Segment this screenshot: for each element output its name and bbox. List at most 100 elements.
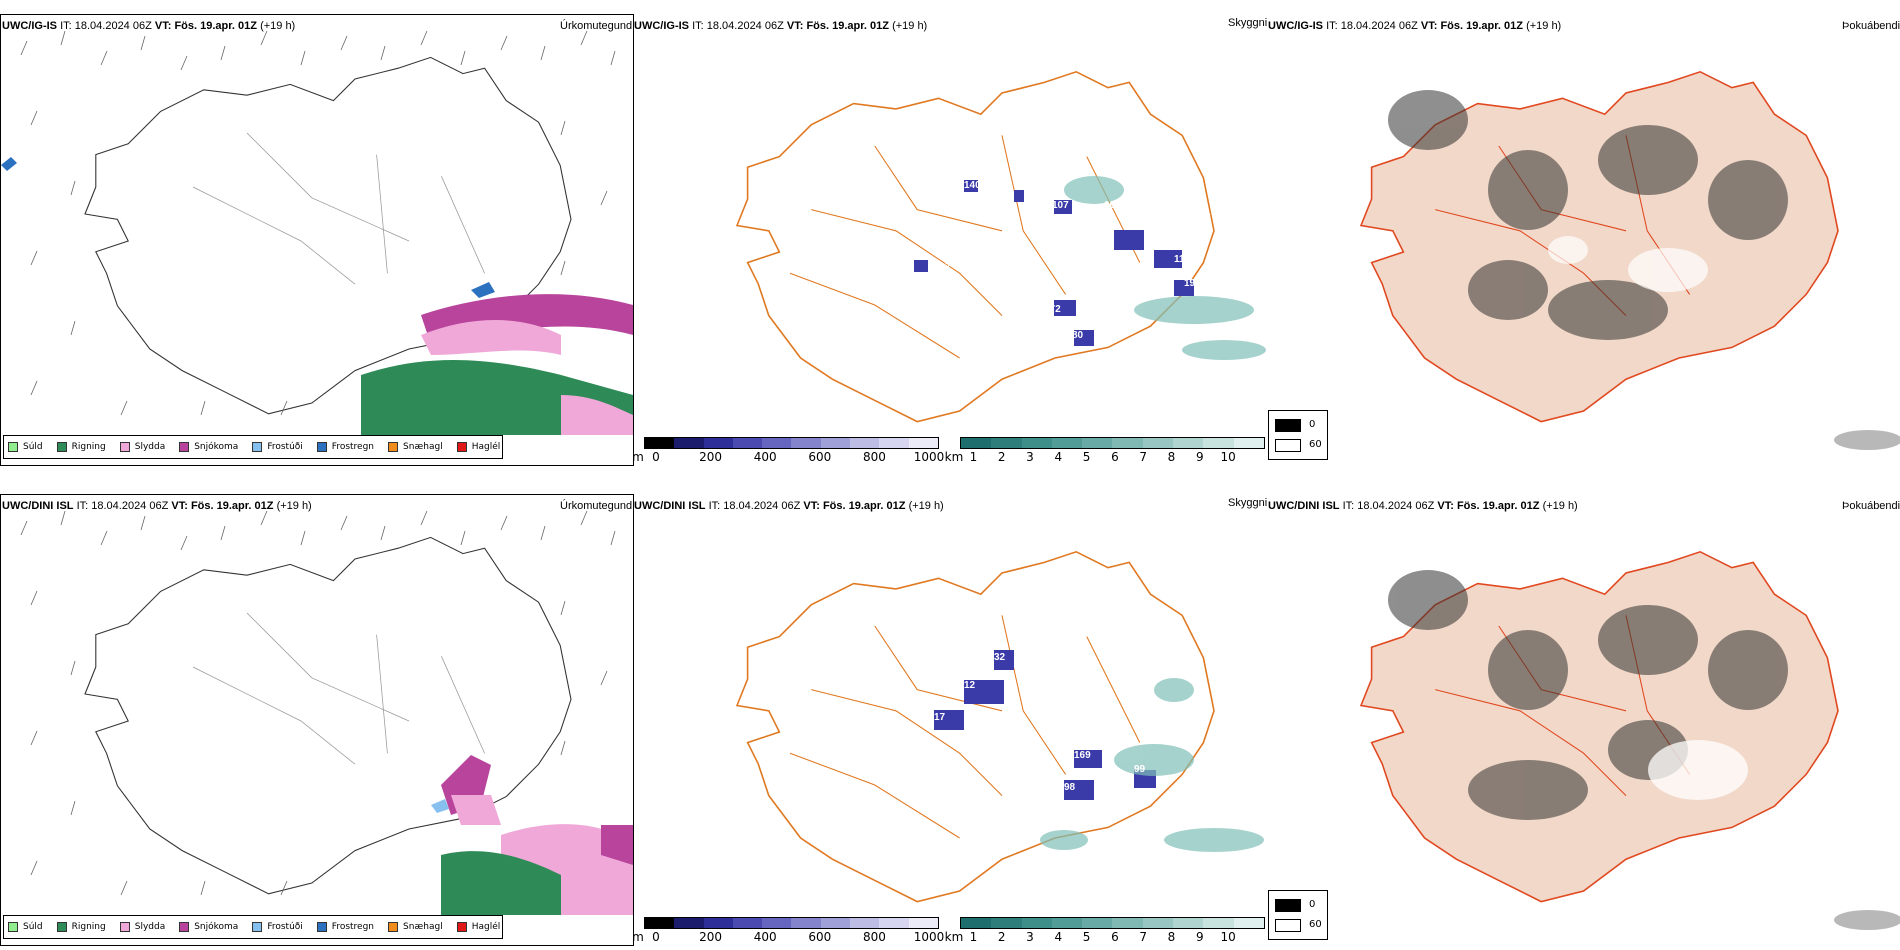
precip-type-map-row2 — [20, 510, 633, 915]
model-name: UWC/DINI ISL — [2, 500, 74, 512]
fog-map-row1 — [1360, 71, 1900, 450]
precip-legend-swatch — [8, 922, 18, 932]
it-value: 18.04.2024 06Z — [723, 500, 801, 512]
colorbar-segment — [961, 918, 992, 928]
colorbar-segment — [1173, 438, 1204, 448]
precip-legend-label: Súld — [23, 442, 43, 452]
precip-legend-label: Frostregn — [331, 922, 375, 932]
visibility-value-label: 172 — [1104, 786, 1121, 797]
vt-label: VT: — [1420, 20, 1438, 32]
visibility-value-label: 208 — [1194, 212, 1211, 223]
vt-value: Fös. 19.apr. 01Z — [174, 20, 257, 32]
colorbar-tick-label: 10 — [1220, 930, 1236, 944]
vt-value: Fös. 19.apr. 01Z — [822, 500, 906, 512]
model-name: UWC/IG-IS — [1268, 20, 1323, 32]
fog-legend-row2: 0 60 — [1268, 890, 1328, 940]
visibility-value-label: 80 — [1072, 330, 1084, 341]
header-row1-p1: UWC/IG-IS IT: 18.04.2024 06Z VT: Fös. 19… — [2, 20, 295, 32]
colorbar-tick-label: 800 — [862, 930, 886, 944]
panel-title-fog-row2: Þokuábendi — [1842, 500, 1900, 512]
colorbar-segment — [732, 438, 763, 448]
precip-legend-label: Frostúði — [267, 922, 303, 932]
header-row2-p3: UWC/DINI ISL IT: 18.04.2024 06Z VT: Fös.… — [1268, 500, 1578, 512]
colorbar-tick-label: 6 — [1111, 450, 1119, 464]
visibility-value-label: 140 — [964, 180, 981, 191]
model-name: UWC/DINI ISL — [634, 500, 706, 512]
vt-value: Fös. 19.apr. 01Z — [1440, 20, 1523, 32]
header-row2-p1: UWC/DINI ISL IT: 18.04.2024 06Z VT: Fös.… — [2, 500, 312, 512]
it-value: 18.04.2024 06Z — [91, 500, 169, 512]
colorbar-segment — [879, 918, 909, 928]
fog-legend-label: 0 — [1309, 899, 1316, 910]
visibility-value-label: 127 — [934, 262, 951, 273]
precip-legend-swatch — [179, 442, 190, 452]
colorbar-segment — [991, 438, 1022, 448]
vt-label: VT: — [154, 20, 172, 32]
colorbar-segment — [791, 438, 821, 448]
precip-legend-swatch — [456, 922, 467, 932]
colorbar-segment — [1142, 918, 1174, 928]
visibility-km-colorbar-row1 — [960, 437, 1265, 449]
precip-legend-item: Rigning — [56, 922, 106, 932]
colorbar-segment — [1082, 918, 1113, 928]
precip-legend-swatch — [119, 442, 130, 452]
colorbar-segment — [879, 438, 909, 448]
lead-time: (+19 h) — [908, 500, 944, 512]
colorbar-tick-label: 400 — [753, 450, 777, 464]
fog-panel-row2 — [1268, 510, 1900, 930]
colorbar-segment — [703, 918, 733, 928]
colorbar-segment — [762, 438, 792, 448]
fog-legend-swatch — [1275, 899, 1301, 912]
it-value: 18.04.2024 06Z — [1357, 500, 1435, 512]
header-row1-p2: UWC/IG-IS IT: 18.04.2024 06Z VT: Fös. 19… — [634, 20, 927, 32]
colorbar-tick-label: 1 — [969, 450, 978, 464]
precip-legend-swatch — [252, 922, 263, 932]
vt-label: VT: — [786, 20, 804, 32]
fog-legend-label: 60 — [1309, 439, 1322, 450]
colorbar-segment — [1233, 438, 1264, 448]
visibility-panel-row2: 169 99 98 172 12 17 32 49 — [634, 510, 1266, 910]
colorbar-segment — [1173, 918, 1204, 928]
precip-legend-item: Haglél — [456, 442, 500, 452]
colorbar-segment — [645, 918, 675, 928]
panel-title-visibility-row1: Skyggni — [1228, 17, 1268, 29]
precip-legend-item: Rigning — [56, 442, 106, 452]
visibility-value-label: 172 — [1044, 304, 1061, 315]
precip-legend-swatch — [56, 922, 67, 932]
fog-legend-swatch — [1275, 439, 1301, 452]
visibility-value-label: 17 — [934, 712, 946, 723]
visibility-value-label: 112 — [1174, 254, 1191, 265]
fog-legend-swatch — [1275, 419, 1301, 432]
precip-legend-label: Frostúði — [267, 442, 303, 452]
precip-legend-row1: Súld Rigning Slydda Snjókoma Frostúði Frostre… — [3, 435, 503, 459]
model-name: UWC/IG-IS — [2, 20, 57, 32]
lead-time: (+19 h) — [892, 20, 928, 32]
colorbar-tick-label: 1000 — [913, 930, 945, 944]
vt-label: VT: — [1437, 500, 1454, 512]
colorbar-segment — [1203, 918, 1234, 928]
precip-legend-swatch — [388, 442, 399, 452]
precip-legend-swatch — [119, 922, 130, 932]
precip-legend-label: Rigning — [71, 922, 106, 932]
visibility-map-row2: 169 99 98 172 12 17 32 49 — [736, 551, 1264, 903]
colorbar-tick-label: 7 — [1139, 930, 1148, 944]
precip-legend-label: Slydda — [134, 922, 166, 932]
visibility-value-label: 99 — [1134, 764, 1146, 775]
precip-legend-swatch — [8, 442, 18, 452]
lead-time: (+19 h) — [1542, 500, 1578, 512]
visibility-value-label: 8 — [1094, 272, 1100, 283]
colorbar-tick-label: 2 — [997, 450, 1006, 464]
colorbar-segment — [1021, 918, 1052, 928]
colorbar-segment — [645, 438, 675, 448]
colorbar-segment — [1021, 438, 1052, 448]
precip-legend-label: Snjókoma — [194, 442, 239, 452]
precip-legend-item: Slydda — [119, 442, 165, 452]
precip-type-panel-row2: Súld Rigning Slydda Snjókoma Frostúði Frostre… — [0, 494, 634, 946]
colorbar-segment — [703, 438, 733, 448]
it-value: 18.04.2024 06Z — [1340, 20, 1418, 32]
colorbar-tick-label: 8 — [1167, 930, 1176, 944]
precip-legend-label: Snæhagl — [403, 442, 443, 452]
model-name: UWC/IG-IS — [634, 20, 689, 32]
colorbar-segment — [1233, 918, 1264, 928]
colorbar-tick-label: 9 — [1195, 450, 1204, 464]
